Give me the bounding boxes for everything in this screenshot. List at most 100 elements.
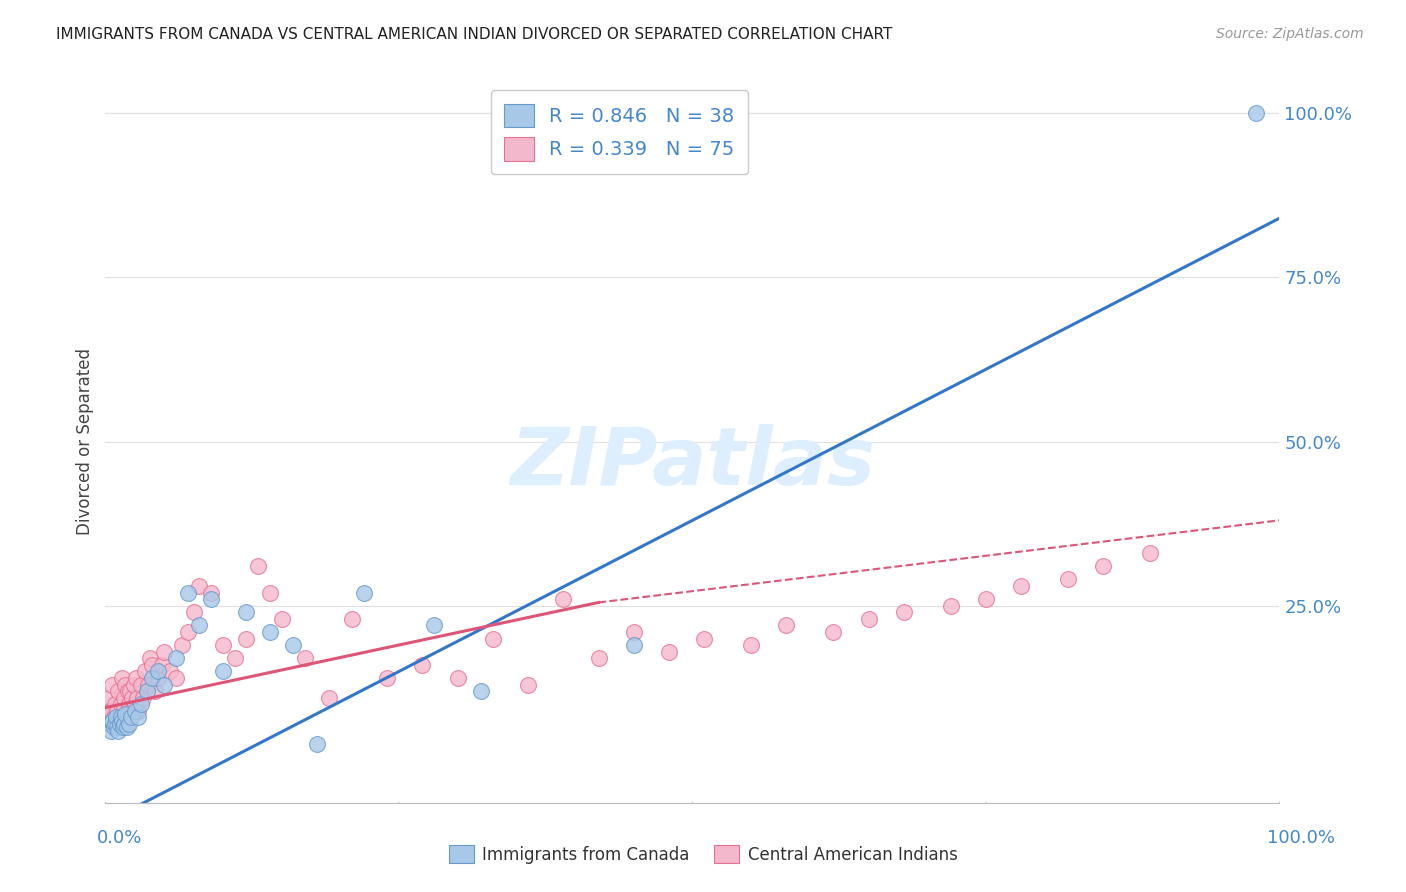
Legend: R = 0.846   N = 38, R = 0.339   N = 75: R = 0.846 N = 38, R = 0.339 N = 75 <box>491 90 748 175</box>
Point <box>127 710 149 724</box>
Point <box>176 625 198 640</box>
Point <box>153 677 176 691</box>
Point <box>823 625 845 640</box>
Point <box>211 638 233 652</box>
Point <box>283 638 305 652</box>
Point <box>183 605 205 619</box>
Point <box>124 704 146 718</box>
Point <box>110 698 132 712</box>
Point <box>150 657 173 672</box>
Point <box>170 638 193 652</box>
Point <box>259 625 281 640</box>
Point <box>148 671 170 685</box>
Point <box>118 698 141 712</box>
Point <box>134 665 156 679</box>
Point <box>318 690 340 705</box>
Point <box>1010 579 1032 593</box>
Point <box>97 704 120 718</box>
Point <box>259 585 281 599</box>
Point <box>112 704 135 718</box>
Point <box>235 605 257 619</box>
Point <box>1139 546 1161 560</box>
Point <box>200 592 222 607</box>
Point <box>112 717 135 731</box>
Point <box>1244 106 1267 120</box>
Point <box>127 704 149 718</box>
Point <box>120 704 142 718</box>
Point <box>423 618 446 632</box>
Point <box>115 720 138 734</box>
Point <box>120 710 142 724</box>
Point <box>121 690 143 705</box>
Point <box>470 684 492 698</box>
Point <box>108 710 131 724</box>
Point <box>111 714 134 728</box>
Point <box>517 677 540 691</box>
Text: Source: ZipAtlas.com: Source: ZipAtlas.com <box>1216 27 1364 41</box>
Point <box>188 618 211 632</box>
Point <box>893 605 915 619</box>
Point <box>159 665 181 679</box>
Point <box>98 717 121 731</box>
Point <box>100 723 122 738</box>
Point <box>353 585 375 599</box>
Point <box>188 579 211 593</box>
Point <box>200 585 222 599</box>
Point <box>740 638 762 652</box>
Point <box>118 717 141 731</box>
Point <box>482 632 505 646</box>
Point <box>139 651 162 665</box>
Point <box>858 612 880 626</box>
Point <box>211 665 233 679</box>
Point <box>105 717 128 731</box>
Point <box>101 714 124 728</box>
Point <box>974 592 997 607</box>
Point <box>247 559 270 574</box>
Point <box>132 690 155 705</box>
Text: 0.0%: 0.0% <box>97 829 142 847</box>
Text: 100.0%: 100.0% <box>1267 829 1334 847</box>
Point <box>153 645 176 659</box>
Point <box>623 638 645 652</box>
Point <box>125 671 148 685</box>
Point <box>110 710 132 724</box>
Point <box>117 684 139 698</box>
Point <box>101 677 124 691</box>
Point <box>176 585 198 599</box>
Point <box>114 677 136 691</box>
Point <box>305 737 328 751</box>
Point <box>103 710 125 724</box>
Point <box>165 671 187 685</box>
Point <box>122 677 145 691</box>
Point <box>135 684 157 698</box>
Point <box>112 690 135 705</box>
Point <box>98 717 121 731</box>
Point <box>141 657 163 672</box>
Point <box>658 645 681 659</box>
Point <box>105 704 128 718</box>
Point <box>235 632 257 646</box>
Point <box>141 671 163 685</box>
Point <box>224 651 246 665</box>
Point <box>105 720 128 734</box>
Text: IMMIGRANTS FROM CANADA VS CENTRAL AMERICAN INDIAN DIVORCED OR SEPARATED CORRELAT: IMMIGRANTS FROM CANADA VS CENTRAL AMERIC… <box>56 27 893 42</box>
Point <box>294 651 316 665</box>
Point <box>129 677 152 691</box>
Point <box>108 717 131 731</box>
Point <box>1057 573 1080 587</box>
Point <box>340 612 363 626</box>
Point <box>148 665 170 679</box>
Point <box>120 684 142 698</box>
Point <box>143 684 166 698</box>
Point <box>104 698 127 712</box>
Point <box>98 690 121 705</box>
Point <box>112 720 135 734</box>
Y-axis label: Divorced or Separated: Divorced or Separated <box>76 348 94 535</box>
Point <box>105 710 128 724</box>
Point <box>1092 559 1115 574</box>
Point <box>129 698 152 712</box>
Point <box>939 599 962 613</box>
Point <box>103 720 125 734</box>
Point <box>165 651 187 665</box>
Point <box>107 684 129 698</box>
